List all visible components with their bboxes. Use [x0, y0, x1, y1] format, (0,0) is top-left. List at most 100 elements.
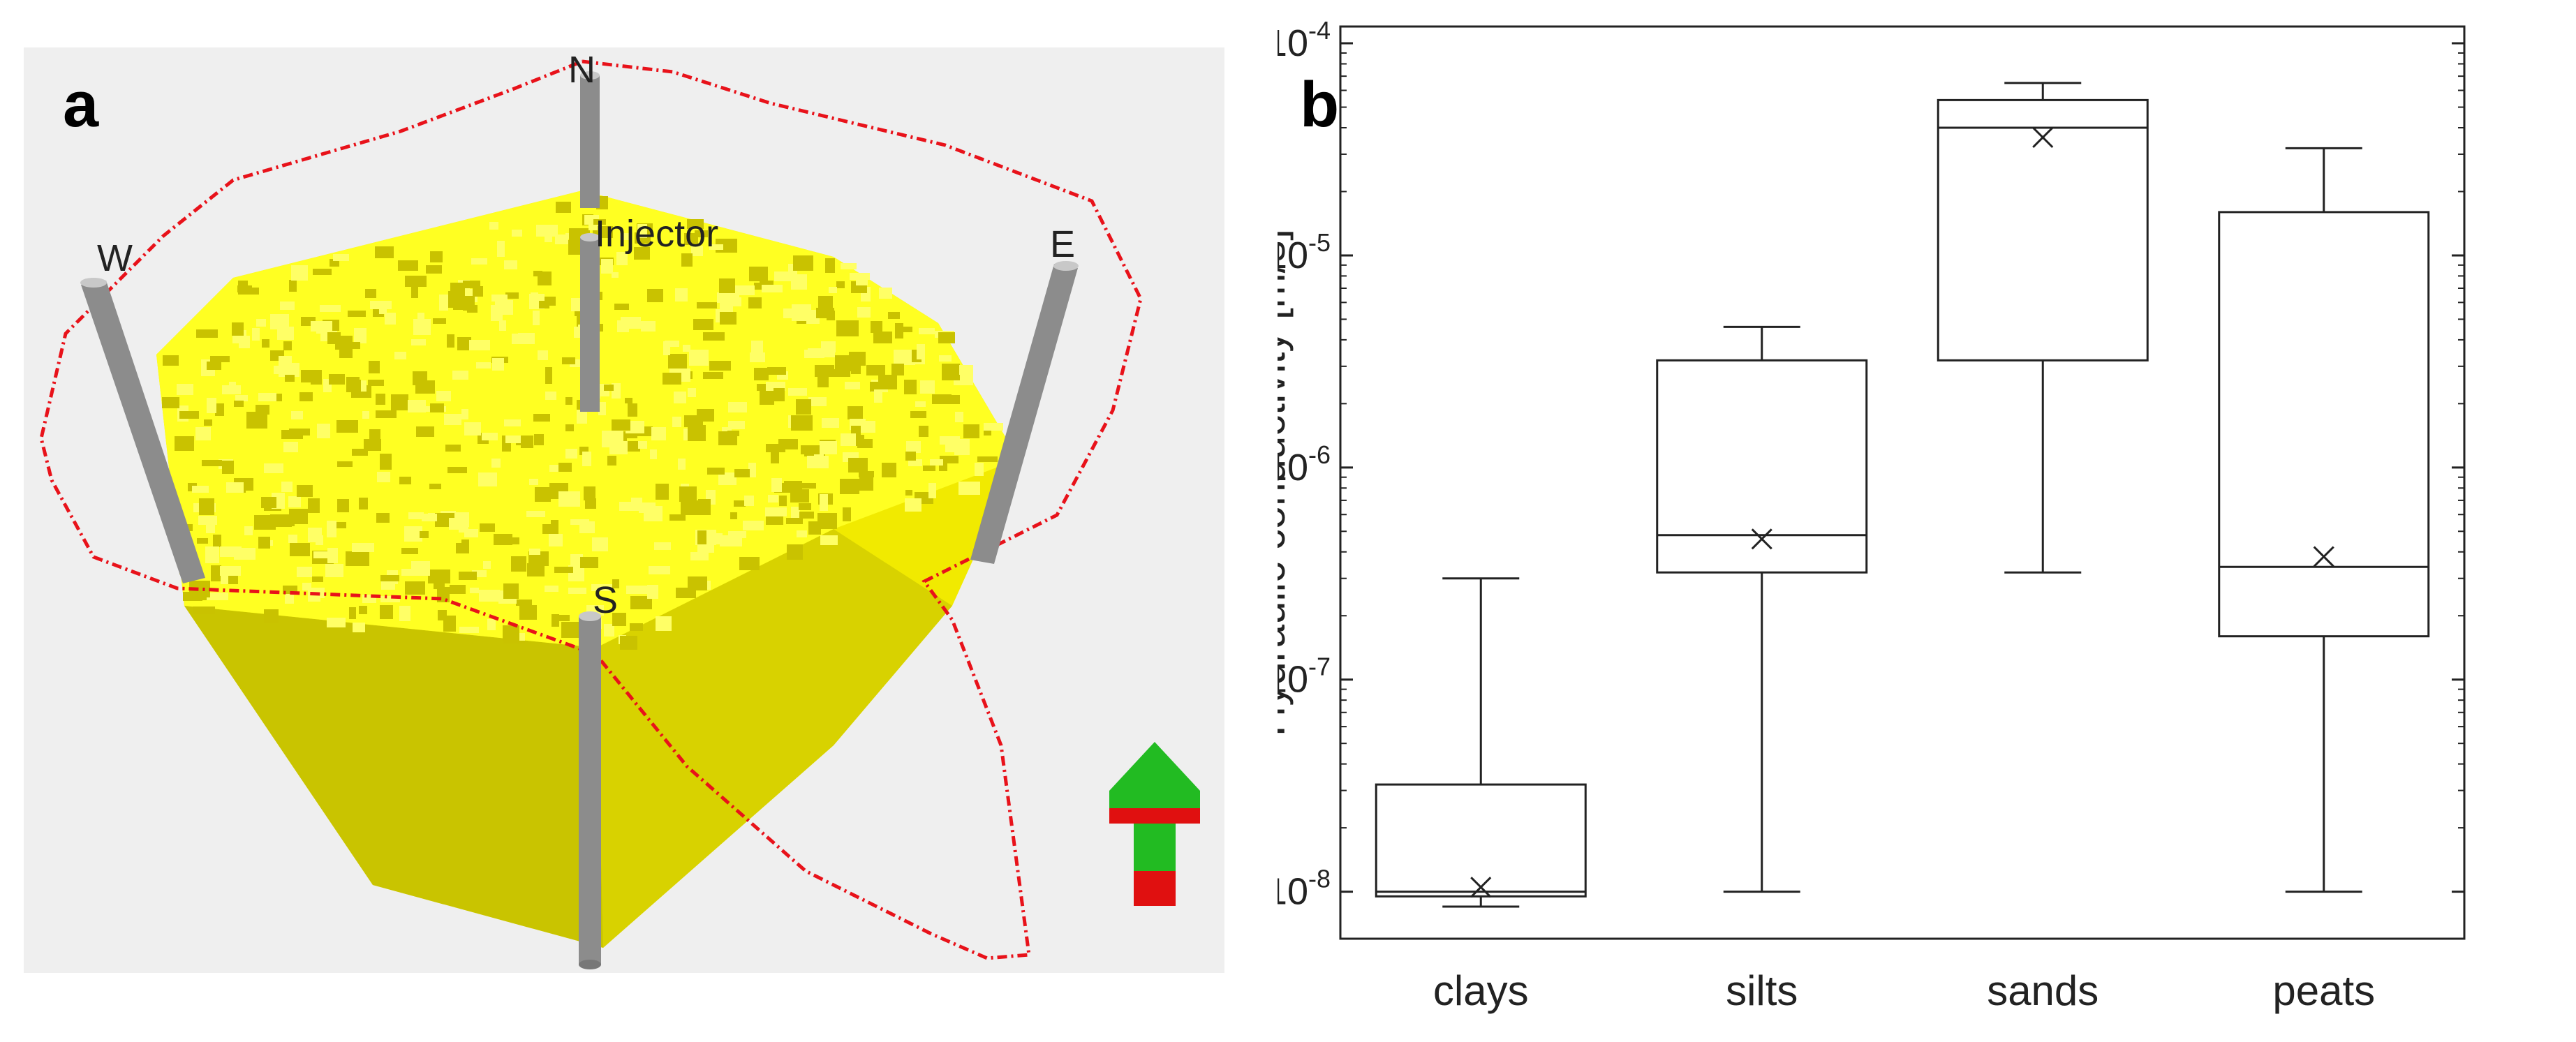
- voxel-cell: [920, 380, 935, 394]
- voxel-cell: [302, 583, 311, 590]
- voxel-cell: [762, 285, 783, 292]
- voxel-cell: [264, 463, 283, 473]
- voxel-cell: [552, 614, 559, 627]
- voxel-cell: [689, 350, 709, 366]
- voxel-cell: [787, 544, 803, 560]
- voxel-cell: [693, 319, 713, 330]
- voxel-cell: [820, 535, 838, 545]
- voxel-cell: [930, 459, 943, 466]
- voxel-cell: [744, 496, 754, 506]
- voxel-cell: [289, 429, 310, 436]
- voxel-cell: [697, 530, 706, 544]
- iqr-box: [2218, 211, 2430, 638]
- y-tick-label: 10-7: [1278, 653, 1331, 701]
- voxel-cell: [665, 341, 679, 347]
- voxel-cell: [656, 484, 669, 500]
- voxel-cell: [399, 477, 411, 484]
- iqr-box: [1937, 98, 2149, 362]
- voxel-cell: [743, 521, 764, 530]
- voxel-cell: [771, 449, 779, 463]
- voxel-cell: [857, 307, 871, 318]
- voxel-cell: [817, 513, 837, 529]
- voxel-cell: [478, 472, 497, 486]
- voxel-cell: [448, 291, 463, 308]
- voxel-cell: [620, 636, 637, 650]
- voxel-cell: [612, 383, 621, 399]
- voxel-cell: [325, 564, 343, 577]
- voxel-cell: [728, 421, 745, 429]
- voxel-cell: [619, 502, 639, 511]
- voxel-cell: [955, 412, 963, 422]
- voxel-cell: [817, 375, 829, 387]
- well-label-n: N: [568, 49, 595, 91]
- voxel-cell: [558, 491, 580, 507]
- voxel-cell: [536, 225, 558, 237]
- voxel-cell: [235, 395, 248, 401]
- voxel-cell: [401, 548, 418, 554]
- voxel-cell: [984, 423, 1003, 431]
- voxel-cell: [751, 341, 763, 357]
- voxel-cell: [663, 341, 670, 355]
- voxel-cell: [684, 415, 703, 427]
- voxel-cell: [792, 304, 811, 321]
- voxel-cell: [579, 521, 595, 533]
- voxel-cell: [651, 427, 666, 440]
- voxel-cell: [312, 576, 323, 582]
- voxel-cell: [512, 230, 522, 237]
- voxel-cell: [511, 556, 526, 572]
- voxel-cell: [888, 312, 900, 319]
- voxel-cell: [616, 252, 628, 265]
- voxel-cell: [376, 394, 385, 405]
- voxel-cell: [399, 606, 410, 621]
- voxel-cell: [379, 307, 387, 314]
- voxel-cell: [630, 623, 643, 631]
- voxel-cell: [783, 308, 792, 318]
- voxel-cell: [239, 336, 250, 348]
- voxel-cell: [519, 605, 537, 620]
- voxel-cell: [483, 561, 491, 569]
- voxel-cell: [162, 397, 179, 408]
- voxel-cell: [840, 479, 859, 494]
- voxel-cell: [774, 271, 792, 281]
- voxel-cell: [637, 224, 647, 238]
- voxel-cell: [674, 392, 686, 403]
- voxel-cell: [561, 622, 579, 638]
- voxel-cell: [841, 433, 856, 446]
- iqr-box: [1656, 359, 1868, 574]
- voxel-cell: [376, 410, 397, 418]
- voxel-cell: [503, 625, 519, 641]
- voxel-cell: [529, 549, 540, 555]
- voxel-cell: [630, 596, 652, 609]
- voxel-cell: [423, 406, 434, 412]
- voxel-cell: [703, 372, 723, 379]
- voxel-cell: [505, 436, 526, 443]
- voxel-cell: [261, 497, 276, 508]
- voxel-cell: [768, 495, 778, 503]
- boxplot-chart: 10-810-710-610-510-4clayssiltssandspeats…: [1247, 16, 2466, 1014]
- voxel-cell: [211, 565, 221, 581]
- voxel-cell: [825, 258, 835, 273]
- voxel-cell: [333, 254, 349, 261]
- voxel-cell: [280, 302, 295, 310]
- voxel-cell: [662, 373, 681, 385]
- voxel-cell: [533, 414, 550, 422]
- voxel-cell: [915, 401, 926, 407]
- voxel-cell: [641, 321, 656, 332]
- voxel-cell: [688, 425, 706, 441]
- voxel-cell: [258, 537, 270, 549]
- voxel-cell: [668, 354, 687, 369]
- voxel-cell: [799, 503, 811, 510]
- voxel-cell: [593, 219, 606, 225]
- voxel-cell: [748, 463, 756, 477]
- voxel-cell: [232, 322, 244, 336]
- voxel-cell: [327, 618, 346, 627]
- voxel-cell: [908, 459, 922, 466]
- voxel-cell: [313, 551, 329, 558]
- voxel-cell: [591, 584, 613, 591]
- voxel-cell: [191, 590, 210, 597]
- voxel-cell: [459, 627, 479, 633]
- voxel-cell: [354, 328, 367, 343]
- y-tick-label: 10-4: [1278, 16, 1331, 64]
- voxel-cell: [290, 543, 310, 556]
- voxel-cell: [977, 456, 998, 462]
